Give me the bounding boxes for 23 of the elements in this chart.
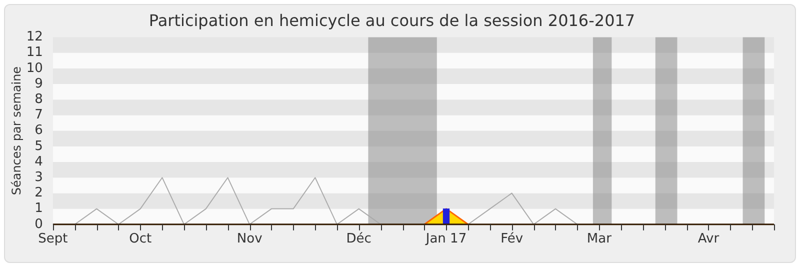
x-tick-label: Déc [346, 232, 372, 247]
y-tick-label: 8 [34, 92, 43, 107]
y-tick-label: 9 [34, 76, 43, 92]
y-tick-label: 10 [26, 60, 43, 76]
y-tick-label: 6 [34, 123, 43, 138]
x-tick-label: Mar [586, 232, 612, 247]
y-tick-label: 2 [34, 186, 43, 201]
y-tick-label: 5 [34, 138, 43, 154]
x-tick-label: Nov [236, 232, 263, 247]
x-tick-label: Sept [38, 232, 68, 247]
y-tick-label: 7 [34, 108, 43, 123]
y-tick-label: 0 [34, 216, 43, 232]
x-tick-label: Fév [500, 232, 524, 247]
x-tick-label: Jan 17 [424, 232, 467, 247]
y-tick-label: 4 [34, 154, 43, 170]
y-tick-label: 3 [34, 170, 43, 185]
y-axis-title: Séances par semaine [9, 66, 24, 196]
y-tick-label: 1 [34, 201, 43, 216]
y-tick-label: 11 [26, 45, 43, 60]
x-tick-label: Oct [129, 232, 152, 247]
x-tick-label: Avr [698, 232, 720, 247]
y-tick-label: 12 [26, 30, 43, 45]
chart-title: Participation en hemicycle au cours de la session 2016-2017 [148, 10, 636, 30]
